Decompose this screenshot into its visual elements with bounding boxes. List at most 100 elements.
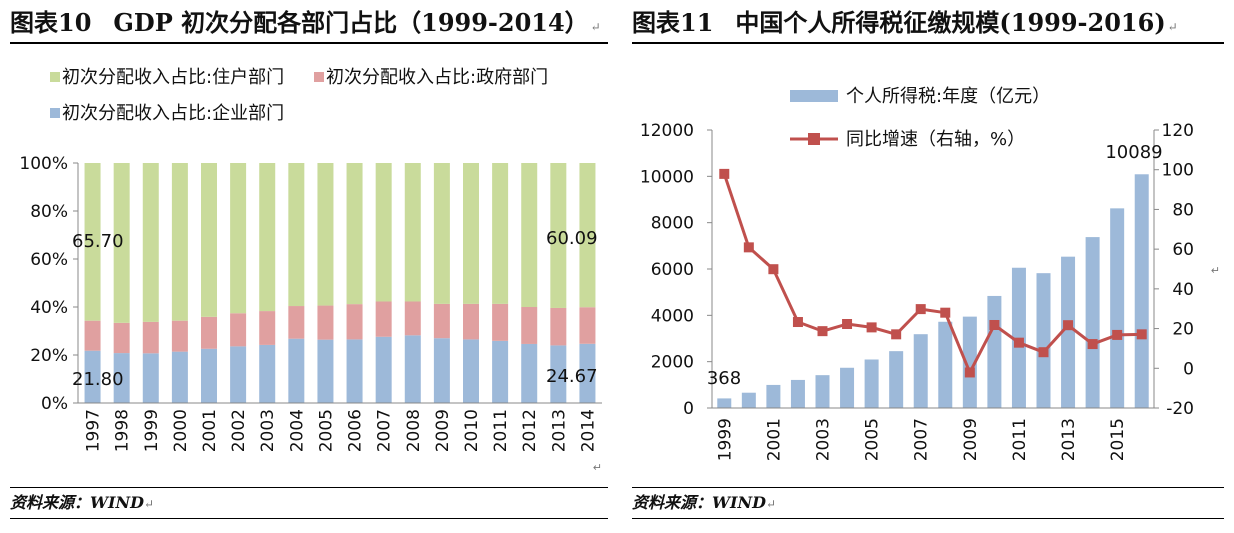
growth-marker (1087, 339, 1098, 350)
bar-segment (84, 350, 101, 403)
x-tick-label: 2012 (520, 409, 540, 452)
data-label: 368 (707, 368, 741, 389)
growth-line (722, 173, 1142, 374)
bar-segment (171, 320, 188, 352)
bar-segment (346, 339, 363, 403)
bar-segment (201, 348, 217, 403)
x-tick-label: 2006 (346, 409, 366, 452)
tax-bar (840, 367, 855, 408)
bar-segment (492, 163, 509, 304)
tax-bar (1061, 256, 1076, 408)
legend-label: 初次分配收入占比:企业部门 (62, 103, 284, 124)
growth-marker (1013, 337, 1024, 348)
growth-marker (964, 367, 975, 378)
bar-segment (521, 163, 538, 307)
x-tick-label: 2007 (912, 418, 932, 461)
bar-segment (550, 345, 567, 403)
bar-segment (142, 163, 159, 322)
x-tick-label: 2014 (578, 409, 598, 452)
legend-label: 同比增速（右轴，%） (846, 129, 1025, 150)
bar-segment (346, 304, 363, 340)
bar-segment (113, 163, 130, 323)
x-tick-label: 2004 (287, 409, 307, 452)
bar-segment (579, 163, 596, 308)
legend-swatch (50, 72, 60, 82)
legend-label: 初次分配收入占比:住户部门 (62, 67, 284, 88)
growth-marker (1063, 320, 1074, 331)
x-tick-label: 2013 (1059, 418, 1079, 461)
data-label: 60.09 (546, 228, 598, 249)
bar-segment (201, 163, 217, 317)
x-tick-label: 2007 (375, 409, 395, 452)
x-tick-label: 2010 (462, 409, 482, 452)
bar-segment (317, 163, 334, 306)
bar-segment (230, 313, 247, 347)
bar-segment (84, 320, 101, 351)
growth-marker (1038, 347, 1049, 358)
tax-bar (766, 384, 781, 408)
legend-label: 个人所得税:年度（亿元） (846, 86, 1050, 107)
bar-segment (288, 306, 305, 339)
left-chart-title-text: GDP 初次分配各部门占比（1999-2014） (113, 8, 589, 37)
x-tick-label: 1997 (84, 409, 104, 452)
x-tick-label: 2005 (863, 418, 883, 461)
growth-marker (989, 319, 1000, 330)
paragraph-mark-icon: ↵ (765, 497, 777, 511)
growth-marker (743, 242, 754, 253)
bar-segment (142, 321, 159, 354)
x-tick-label: 2011 (1010, 418, 1030, 461)
tax-bar (790, 379, 805, 408)
bar-segment (375, 336, 392, 403)
bar-segment (404, 335, 421, 403)
bar-segment (317, 305, 334, 340)
y-right-tick-label: 40 (1172, 280, 1194, 300)
legend-swatch (790, 90, 838, 102)
data-label: 10089 (1105, 142, 1162, 163)
right-source-text: 资料来源：WIND (632, 493, 766, 512)
legend-label: 初次分配收入占比:政府部门 (326, 67, 548, 88)
y-tick-label: 80% (30, 202, 68, 222)
left-source-text: 资料来源：WIND (10, 493, 144, 512)
tax-bar (741, 392, 756, 408)
y-right-tick-label: 20 (1172, 320, 1194, 340)
bar-segment (579, 307, 596, 344)
bar-segment (259, 344, 276, 403)
y-tick-label: 40% (30, 298, 68, 318)
y-right-tick-label: 100 (1162, 161, 1194, 181)
x-tick-label: 2000 (171, 409, 191, 452)
bar-segment (521, 343, 538, 403)
bar-segment (463, 163, 479, 304)
y-left-tick-label: 4000 (651, 306, 694, 326)
bar-segment (550, 307, 567, 346)
x-tick-label: 1999 (715, 418, 735, 461)
right-chart-title-text: 中国个人所得税征缴规模(1999-2016) (735, 8, 1166, 37)
tax-bar (864, 359, 879, 408)
bar-segment (84, 163, 101, 321)
tax-bar (815, 375, 830, 408)
bar-segment (201, 316, 217, 349)
tax-bar (717, 398, 732, 408)
left-chart-number: 图表10 (10, 8, 92, 37)
bar-segment (171, 351, 188, 403)
x-tick-label: 2001 (200, 409, 220, 452)
paragraph-mark-icon: ↵ (143, 497, 155, 511)
right-source-note: 资料来源：WIND↵ (632, 487, 1224, 519)
bar-segment (288, 338, 305, 403)
y-right-tick-label: -20 (1166, 399, 1194, 419)
bar-segment (259, 311, 276, 345)
bar-segment (433, 303, 450, 339)
x-tick-label: 2001 (764, 418, 784, 461)
growth-marker (1136, 329, 1147, 340)
income-tax-bar-line-chart: 个人所得税:年度（亿元） 同比增速（右轴，%） 0 2000 4000 6000 8000 1… (640, 86, 1220, 461)
bar-segment (171, 163, 188, 321)
bar-segment (433, 163, 450, 304)
bar-segment (230, 163, 247, 314)
bar-segment (259, 163, 276, 312)
paragraph-mark-icon: ↵ (1167, 20, 1178, 34)
bar-segment (404, 163, 421, 302)
x-tick-label: 2008 (404, 409, 424, 452)
paragraph-mark-icon: ↵ (590, 20, 601, 34)
data-label: 21.80 (72, 369, 124, 390)
